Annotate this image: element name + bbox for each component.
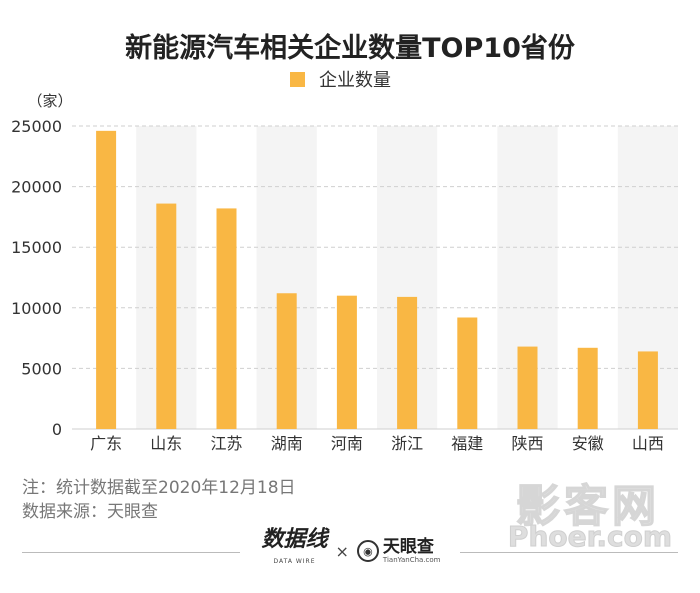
bar-广东 [96,130,117,429]
y-tick-label: 20000 [11,178,62,197]
x-tick-label: 浙江 [391,434,423,453]
bar-山东 [156,203,177,429]
watermark-url: Phoer.com [507,520,673,554]
y-tick-label: 25000 [11,117,62,136]
bars [96,130,658,429]
x-tick-labels: 广东 山东 江苏 湖南 河南 浙江 福建 陕西 安徽 山西 [90,434,664,453]
x-tick-label: 福建 [451,434,483,453]
y-tick-label: 15000 [11,238,62,257]
bar-福建 [457,317,478,429]
tianyancha-url: TianYanCha.com [382,556,441,564]
datawire-subtitle: DATA WIRE [273,558,316,565]
footer-divider-left [22,552,240,553]
footer-brands: 数据线 DATA WIRE × ◉ 天眼查 TianYanCha.com [248,529,454,573]
bar-山西 [637,351,658,429]
y-tick-labels: 0 5000 10000 15000 20000 25000 [11,117,62,439]
x-tick-label: 陕西 [511,434,543,453]
x-tick-label: 广东 [90,434,122,453]
y-tick-label: 10000 [11,299,62,318]
legend-label: 企业数量 [319,70,391,91]
tianyancha-logo: ◉ 天眼查 TianYanCha.com [356,537,441,564]
bar-湖南 [276,293,297,429]
bar-陕西 [517,346,538,429]
y-axis-label: （家） [27,92,72,110]
bar-浙江 [397,296,418,429]
x-tick-label: 湖南 [271,434,303,453]
bar-河南 [336,295,357,429]
tianyancha-name: 天眼查 [382,537,434,557]
x-tick-label: 河南 [331,434,363,453]
y-tick-label: 5000 [21,359,62,378]
x-tick-label: 山西 [632,434,664,453]
chart-legend: 企业数量 [290,66,391,92]
x-tick-label: 江苏 [210,434,242,453]
footer-divider-right [460,552,678,553]
brand-separator: × [335,541,349,561]
datawire-logo: 数据线 DATA WIRE [262,529,328,573]
datawire-name: 数据线 [261,527,328,552]
x-tick-label: 安徽 [572,434,604,453]
bar-江苏 [216,208,237,429]
tianyancha-icon: ◉ [356,540,379,562]
legend-swatch [290,71,305,87]
bar-安徽 [577,347,598,429]
y-tick-label: 0 [52,420,62,439]
note-source: 数据来源：天眼查 [22,502,158,522]
x-tick-label: 山东 [150,434,182,453]
note-date: 注：统计数据截至2020年12月18日 [22,478,296,498]
chart-title: 新能源汽车相关企业数量TOP10省份 [125,33,575,64]
watermark-logo: 影客网 [515,480,660,533]
